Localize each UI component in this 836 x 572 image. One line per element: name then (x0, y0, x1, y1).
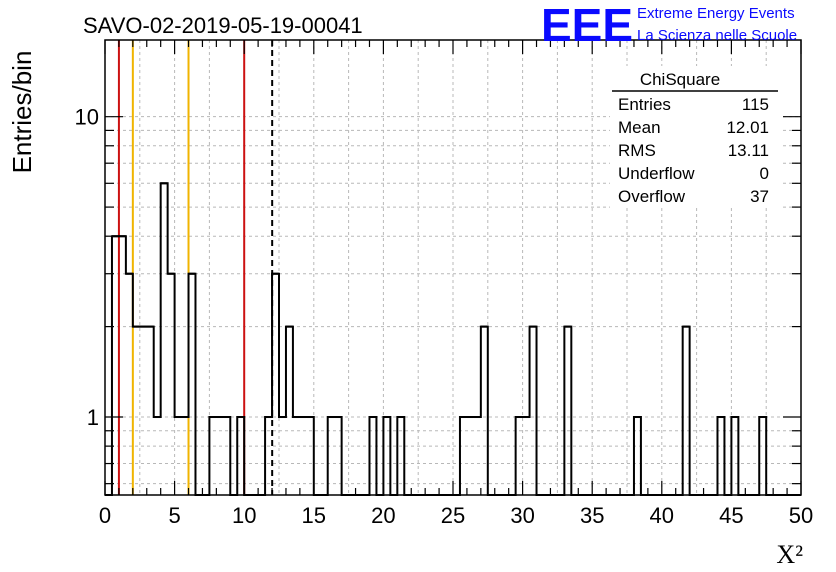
stats-box: ChiSquare Entries 115 Mean 12.01 RMS 13.11 Und… (610, 66, 780, 208)
x-tick-label: 30 (510, 503, 534, 528)
x-tick-label: 45 (719, 503, 743, 528)
x-tick-label: 35 (580, 503, 604, 528)
eee-logo-icon: EEE (541, 0, 633, 51)
x-tick-label: 20 (371, 503, 395, 528)
stats-box-background (610, 66, 780, 208)
stats-row-value: 37 (750, 187, 769, 206)
x-axis-label: X² (776, 540, 803, 569)
logo-line-2: La Scienza nelle Scuole (637, 27, 797, 44)
x-tick-label: 40 (650, 503, 674, 528)
stats-row-value: 12.01 (726, 118, 769, 137)
y-axis-label: Entries/bin (7, 51, 37, 174)
stats-box-title: ChiSquare (640, 70, 720, 89)
stats-row-value: 0 (760, 164, 769, 183)
histogram-bins (111, 182, 767, 419)
y-axis-ticks: 1 10 (75, 105, 801, 485)
stats-row-label: Entries (618, 95, 671, 114)
x-tick-label: 25 (441, 503, 465, 528)
chart-title: SAVO-02-2019-05-19-00041 (83, 13, 363, 38)
x-tick-label: 10 (232, 503, 256, 528)
grid-lines (105, 40, 801, 495)
x-tick-label: 50 (789, 503, 813, 528)
logo-line-1: Extreme Energy Events (637, 5, 795, 22)
x-tick-label: 0 (99, 503, 111, 528)
y-tick-label: 10 (75, 105, 99, 130)
x-tick-label: 5 (168, 503, 180, 528)
stats-row-label: Underflow (618, 164, 695, 183)
stats-row-value: 13.11 (728, 141, 769, 160)
stats-row-label: RMS (618, 141, 656, 160)
stats-row-value: 115 (742, 95, 769, 114)
x-tick-label: 15 (302, 503, 326, 528)
x-axis-ticks: 0 5 10 15 20 25 30 35 40 45 50 (99, 40, 813, 528)
stats-row-label: Overflow (618, 187, 686, 206)
y-tick-label: 1 (87, 405, 99, 430)
stats-row-label: Mean (618, 118, 661, 137)
